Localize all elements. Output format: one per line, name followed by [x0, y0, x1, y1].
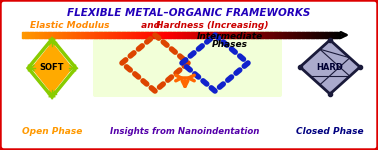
- Text: Elastic Modulus: Elastic Modulus: [30, 21, 110, 30]
- Text: Intermediate: Intermediate: [197, 32, 263, 41]
- Text: Closed Phase: Closed Phase: [296, 127, 364, 136]
- Text: FLEXIBLE METAL–ORGANIC FRAMEWORKS: FLEXIBLE METAL–ORGANIC FRAMEWORKS: [67, 8, 311, 18]
- Text: HARD: HARD: [316, 63, 344, 72]
- Text: and: and: [138, 21, 163, 30]
- Text: Open Phase: Open Phase: [22, 127, 82, 136]
- Text: Hardness (Increasing): Hardness (Increasing): [156, 21, 268, 30]
- FancyBboxPatch shape: [93, 31, 282, 97]
- Text: Insights from Nanoindentation: Insights from Nanoindentation: [110, 127, 260, 136]
- Text: Phases: Phases: [212, 40, 248, 49]
- Text: SOFT: SOFT: [40, 63, 64, 72]
- Polygon shape: [31, 42, 73, 94]
- Polygon shape: [300, 40, 360, 94]
